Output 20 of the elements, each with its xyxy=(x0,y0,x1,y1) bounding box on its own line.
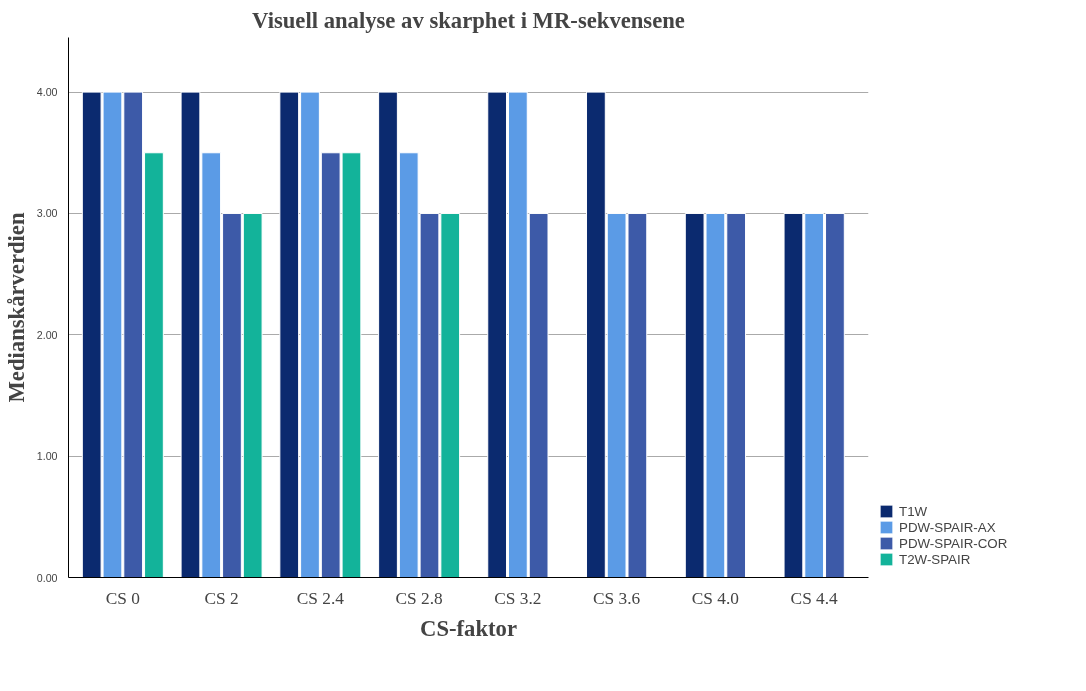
legend-label: T2W-SPAIR xyxy=(899,551,971,567)
x-tick-label: CS 2.8 xyxy=(395,588,443,608)
y-tick-label: 2.00 xyxy=(36,328,58,341)
legend-label: PDW-SPAIR-AX xyxy=(899,519,996,535)
y-tick-label: 3.00 xyxy=(36,207,58,220)
y-tick-label: 4.00 xyxy=(36,86,58,99)
x-tick-label: CS 0 xyxy=(105,588,140,608)
y-tick-label: 1.00 xyxy=(36,450,58,463)
x-axis-title: CS-faktor xyxy=(420,615,517,641)
x-tick-label: CS 4.0 xyxy=(691,588,740,608)
chart-title: Visuell analyse av skarphet i MR-sekvensene xyxy=(252,7,685,33)
x-tick-label: CS 4.4 xyxy=(790,588,839,608)
y-tick-label: 0.00 xyxy=(36,571,58,584)
x-tick-label: CS 2.4 xyxy=(296,588,345,608)
x-tick-label: CS 2 xyxy=(204,588,239,608)
legend-label: T1W xyxy=(899,503,928,519)
x-tick-label: CS 3.6 xyxy=(593,588,641,608)
y-axis-title: Medianskårverdien xyxy=(3,212,29,403)
legend-label: PDW-SPAIR-COR xyxy=(899,535,1008,551)
x-tick-label: CS 3.2 xyxy=(494,588,542,608)
